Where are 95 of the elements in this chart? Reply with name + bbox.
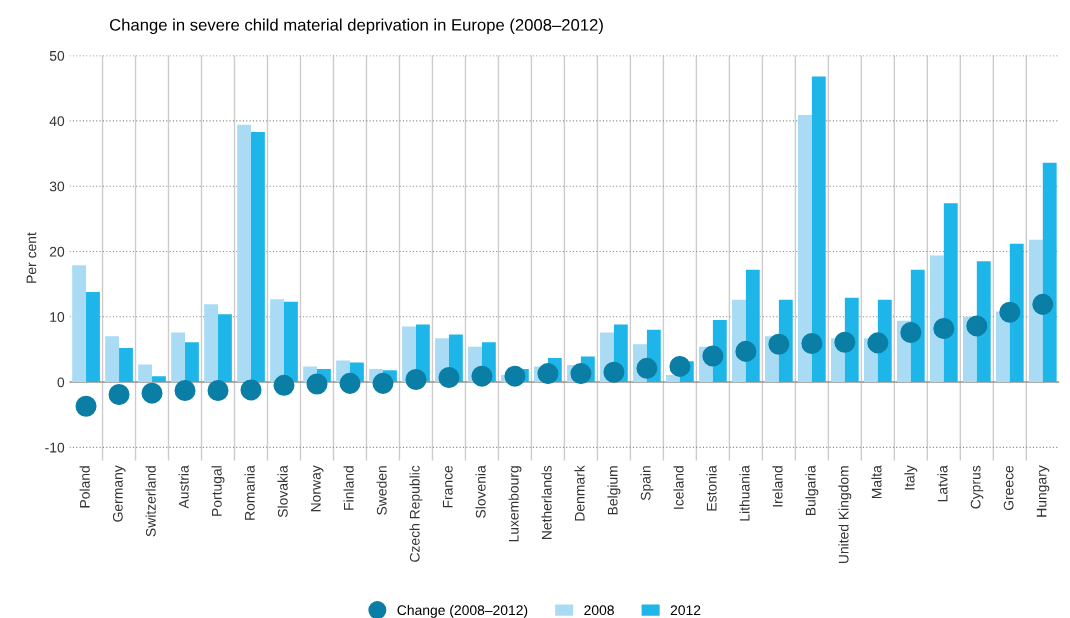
x-tick-label: Belgium [607,466,621,515]
bar [218,314,232,383]
bar [995,311,1010,383]
bar [152,376,166,383]
bar [138,364,153,383]
x-tick-label: Switzerland [145,466,156,537]
x-tick-label: Estonia [706,465,717,511]
bar [929,255,944,383]
point [372,372,394,394]
x-tick-label: Lithuania [739,465,750,521]
point [999,301,1021,323]
bar [185,342,199,383]
bar [72,265,87,383]
bar [284,301,298,383]
x-tick-label: Sweden [376,466,387,515]
point [702,345,724,367]
point [471,365,493,387]
point [900,321,922,343]
y-tick-label: -10 [45,442,65,453]
x-tick-label: Finland [343,466,354,510]
legend-label: 2008 [584,605,614,616]
x-tick-label: Portugal [211,466,225,516]
chart-title: Change in severe child material deprivation in Europe (2008–2012) [109,18,603,35]
point [306,373,328,395]
x-tick-label: Ireland [772,466,783,507]
y-axis-title: Per cent [26,232,37,283]
y-tick-label: 20 [49,246,65,257]
legend-label: 2012 [670,605,701,616]
x-tick-label: Slovakia [277,465,288,518]
x-tick-label: Spain [640,466,654,501]
point [1032,293,1054,315]
point [207,380,229,402]
bar [1042,162,1057,383]
bar [811,76,826,383]
y-tick-label: 50 [49,50,65,61]
bar [204,304,219,383]
bar [105,336,120,383]
y-tick-label: 30 [49,181,65,192]
x-tick-label: Bulgaria [805,465,819,516]
x-tick-label: Cyprus [970,465,984,509]
point [240,379,262,401]
point [933,318,955,340]
legend-label: Change (2008–2012) [397,604,528,618]
x-tick-label: United Kingdom [838,466,852,564]
x-tick-label: Italy [904,465,918,490]
x-tick-label: Greece [1003,465,1014,511]
point [141,382,163,404]
point [504,365,526,387]
bar [666,374,680,383]
point [603,361,625,383]
point [174,380,196,402]
bar [171,332,186,383]
bar [86,291,100,383]
x-tick-label: France [442,465,453,508]
point [669,355,691,377]
point [75,395,97,417]
bar [943,203,958,383]
point [438,366,460,389]
bar [237,124,251,383]
point [537,363,559,385]
x-tick-label: Latvia [937,465,948,502]
x-tick-label: Denmark [574,465,585,521]
point [867,332,889,354]
x-tick-label: Netherlands [541,465,552,540]
bar [251,132,265,383]
point [834,331,856,353]
point [405,368,427,390]
y-tick-label: 0 [57,377,65,388]
point [570,363,592,385]
point [273,374,295,396]
bar [1028,239,1043,383]
x-tick-label: Iceland [673,466,684,509]
x-tick-label: Austria [178,465,189,509]
point [339,372,361,394]
bar [798,115,812,383]
point [735,340,757,362]
y-tick-label: 40 [49,116,65,127]
point [636,357,658,379]
x-tick-label: Czech Republic [409,465,423,562]
x-tick-label: Slovenia [475,465,486,518]
x-tick-label: Norway [311,465,324,512]
bar [1009,243,1024,383]
x-tick-label: Germany [112,465,126,522]
bar [119,348,133,383]
bar [270,299,284,383]
x-tick-label: Luxembourg [508,466,522,542]
y-tick-label: 10 [50,312,65,322]
x-tick-label: Malta [871,465,882,499]
x-tick-label: Hungary [1036,465,1050,517]
point [768,333,790,355]
x-tick-label: Romania [244,465,255,520]
point [966,315,988,337]
point [108,383,130,405]
point [801,333,823,355]
x-tick-label: Poland [79,466,90,508]
